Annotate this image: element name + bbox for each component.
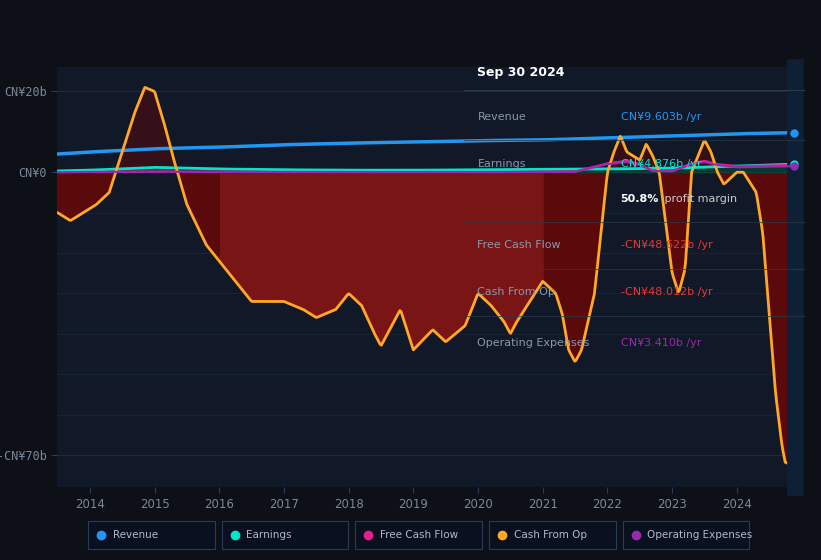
Text: Free Cash Flow: Free Cash Flow <box>478 240 561 250</box>
Text: Sep 30 2024: Sep 30 2024 <box>478 67 565 80</box>
Text: CN¥9.603b /yr: CN¥9.603b /yr <box>621 112 701 122</box>
Text: Earnings: Earnings <box>246 530 292 540</box>
Text: Operating Expenses: Operating Expenses <box>478 338 589 348</box>
Text: -CN¥48.622b /yr: -CN¥48.622b /yr <box>621 240 713 250</box>
Text: profit margin: profit margin <box>662 194 737 204</box>
FancyBboxPatch shape <box>222 521 348 549</box>
FancyBboxPatch shape <box>623 521 750 549</box>
Text: -CN¥48.012b /yr: -CN¥48.012b /yr <box>621 287 713 297</box>
Text: Revenue: Revenue <box>478 112 526 122</box>
Text: Cash From Op: Cash From Op <box>514 530 587 540</box>
FancyBboxPatch shape <box>355 521 482 549</box>
FancyBboxPatch shape <box>489 521 616 549</box>
Text: Earnings: Earnings <box>478 158 526 169</box>
FancyBboxPatch shape <box>88 521 214 549</box>
Text: CN¥3.410b /yr: CN¥3.410b /yr <box>621 338 701 348</box>
Text: Free Cash Flow: Free Cash Flow <box>380 530 458 540</box>
Text: Cash From Op: Cash From Op <box>478 287 555 297</box>
Text: Operating Expenses: Operating Expenses <box>648 530 753 540</box>
Text: Revenue: Revenue <box>112 530 158 540</box>
Text: 50.8%: 50.8% <box>621 194 659 204</box>
Text: CN¥4.876b /yr: CN¥4.876b /yr <box>621 158 701 169</box>
